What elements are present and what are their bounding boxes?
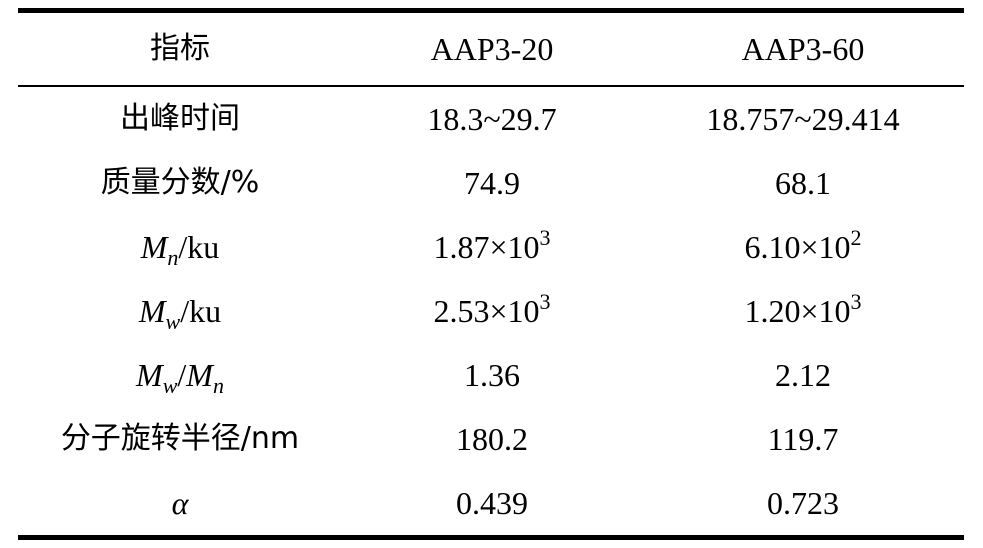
row-value-aap3-60: 0.723 — [767, 485, 839, 521]
row-value-aap3-60: 2.12 — [775, 357, 831, 393]
data-table: 指标 AAP3-20 AAP3-60 出峰时间 18.3~29.7 18.757… — [18, 8, 964, 540]
header-aap3-20: AAP3-20 — [430, 31, 554, 67]
row-value-aap3-60: 68.1 — [775, 165, 831, 201]
value-exponent: 3 — [539, 289, 551, 314]
subscript-w: w — [165, 309, 181, 334]
symbol-m: M — [136, 357, 163, 393]
row-value-aap3-60: 18.757~29.414 — [706, 101, 900, 137]
row-label: Mw/Mn — [18, 357, 342, 397]
table-row: 出峰时间 18.3~29.7 18.757~29.414 — [18, 87, 964, 151]
subscript-n: n — [167, 245, 179, 270]
table-row: 分子旋转半径/nm 180.2 119.7 — [18, 407, 964, 471]
symbol-m: M — [140, 229, 168, 265]
table-row: Mw/Mn 1.36 2.12 — [18, 343, 964, 407]
value-base: 1.87×10 — [433, 229, 540, 265]
table-row: α 0.439 0.723 — [18, 471, 964, 535]
unit: /ku — [178, 229, 220, 265]
value-exponent: 3 — [850, 289, 862, 314]
row-value-aap3-20: 0.439 — [456, 485, 528, 521]
subscript-n: n — [212, 373, 224, 398]
row-value-aap3-20: 18.3~29.7 — [427, 101, 557, 137]
table-header-row: 指标 AAP3-20 AAP3-60 — [18, 13, 964, 87]
row-label: 质量分数/% — [100, 165, 260, 200]
row-value-aap3-20: 2.53×103 — [342, 291, 642, 329]
symbol-m: M — [186, 357, 213, 393]
row-label: α — [171, 485, 189, 521]
symbol-m: M — [138, 293, 166, 329]
subscript-w: w — [162, 373, 178, 398]
row-label: Mn/ku — [18, 229, 342, 269]
unit: /ku — [180, 293, 222, 329]
table-row: Mn/ku 1.87×103 6.10×102 — [18, 215, 964, 279]
row-value-aap3-60: 1.20×103 — [642, 291, 964, 329]
row-label: Mw/ku — [18, 293, 342, 333]
table-row: 质量分数/% 74.9 68.1 — [18, 151, 964, 215]
row-label: 出峰时间 — [120, 101, 240, 136]
row-value-aap3-20: 1.36 — [464, 357, 520, 393]
row-value-aap3-60: 6.10×102 — [642, 227, 964, 265]
table-row: Mw/ku 2.53×103 1.20×103 — [18, 279, 964, 343]
value-base: 6.10×10 — [744, 229, 851, 265]
slash: / — [177, 357, 187, 393]
row-value-aap3-20: 180.2 — [456, 421, 528, 457]
row-value-aap3-20: 1.87×103 — [342, 227, 642, 265]
row-value-aap3-20: 74.9 — [464, 165, 520, 201]
value-base: 1.20×10 — [744, 293, 851, 329]
header-aap3-60: AAP3-60 — [741, 31, 865, 67]
value-exponent: 3 — [539, 225, 551, 250]
value-exponent: 2 — [850, 225, 862, 250]
header-indicator: 指标 — [150, 31, 210, 66]
row-label: 分子旋转半径/nm — [60, 421, 300, 456]
row-value-aap3-60: 119.7 — [767, 421, 839, 457]
value-base: 2.53×10 — [433, 293, 540, 329]
